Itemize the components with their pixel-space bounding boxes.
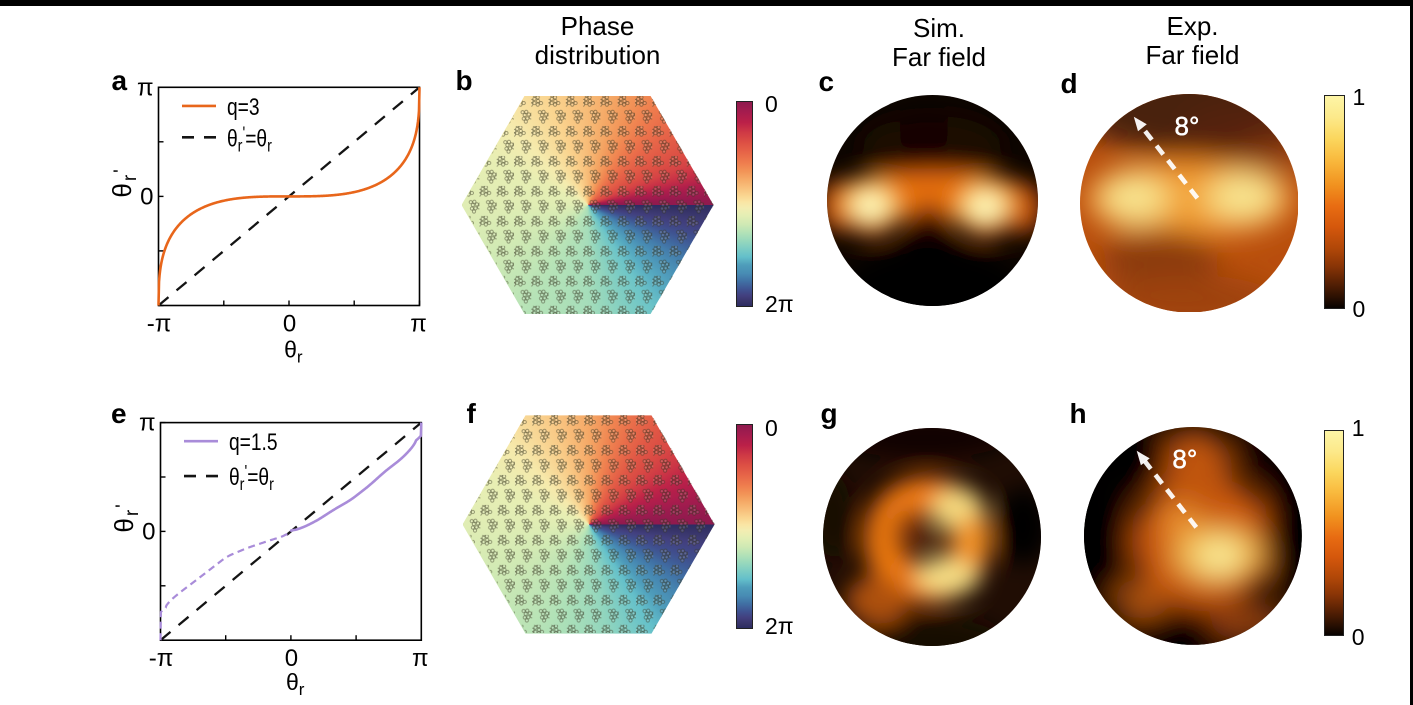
svg-text:π: π: [137, 74, 154, 101]
svg-text:θr: θr: [284, 337, 303, 367]
svg-text:π: π: [410, 311, 427, 338]
svg-text:8°: 8°: [1172, 444, 1197, 474]
svg-text:θr: θr: [286, 669, 305, 699]
svg-text:0: 0: [140, 183, 153, 210]
svg-text:0: 0: [142, 518, 155, 545]
svg-text:0: 0: [283, 311, 296, 338]
svg-text:θr'=θr: θr'=θr: [227, 123, 272, 156]
svg-text:-π: -π: [149, 645, 174, 672]
svg-text:θr': θr': [109, 502, 143, 532]
svg-text:q=1.5: q=1.5: [229, 428, 278, 456]
svg-text:π: π: [412, 645, 429, 672]
svg-text:0: 0: [285, 645, 298, 672]
svg-text:θr': θr': [107, 167, 141, 197]
svg-text:8°: 8°: [1174, 111, 1199, 141]
svg-text:θr'=θr: θr'=θr: [229, 462, 274, 495]
svg-text:π: π: [139, 410, 156, 437]
svg-text:q=3: q=3: [227, 93, 260, 121]
svg-text:-π: -π: [147, 311, 172, 338]
